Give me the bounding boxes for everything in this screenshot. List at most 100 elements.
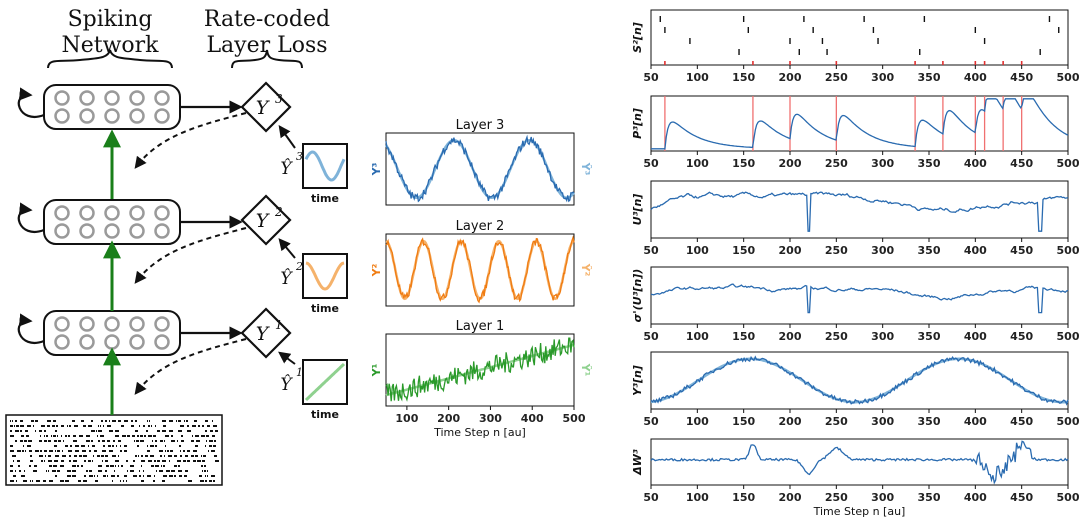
x-tick-label: 350 [918,415,941,428]
input-spike [83,455,87,457]
input-spike [27,425,31,427]
input-spike [67,470,71,472]
neuron-node [104,334,120,350]
input-spike [72,475,76,477]
input-spike [177,440,178,442]
chart-title: Layer 3 [456,118,505,133]
input-spike [47,425,50,427]
x-tick-label: 50 [643,244,659,257]
chart-frame [650,266,1069,325]
input-spike [204,470,206,472]
spiking-network-layers [17,84,247,395]
input-spike [81,445,85,447]
input-spike [102,450,106,452]
input-spike [171,440,175,442]
feedback-arrow [134,227,247,284]
x-tick-label: 350 [918,244,941,257]
input-spike [12,455,16,457]
input-spike [15,440,17,442]
input-spike [186,420,188,422]
input-spike [46,435,48,437]
input-spike [145,455,148,457]
neuron-node [79,108,95,124]
input-spike [110,465,114,467]
input-spike [29,465,31,467]
input-spike [140,435,143,437]
input-spike [131,420,133,422]
input-spike [150,445,154,447]
output-series-line [385,134,575,203]
input-spike [162,420,166,422]
neuron-node [79,205,95,221]
input-spike [16,480,17,482]
input-spike [115,465,116,467]
input-spike [215,430,218,432]
input-spike [178,430,182,432]
input-spike [45,455,46,457]
x-tick-label: 500 [1057,157,1080,170]
input-spike [124,445,127,447]
target-curve [304,362,346,402]
input-spike [151,465,154,467]
input-spike [170,450,173,452]
x-tick-label: 300 [871,71,894,84]
input-spike [109,450,113,452]
input-spike [23,445,24,447]
chart-ylabel: ΔW³ [631,449,644,476]
input-spike [174,455,177,457]
input-spike [97,435,98,437]
input-spike [130,470,134,472]
input-spike [111,475,115,477]
input-spike [14,425,15,427]
x-tick-label: 350 [918,71,941,84]
input-spike [40,435,41,437]
input-spike [166,470,170,472]
input-spike [118,465,119,467]
input-spike [184,475,187,477]
input-spike [185,455,188,457]
input-spike [106,465,109,467]
input-spike [21,475,25,477]
layer-chart-3: Layer 3 Y³ Ŷ³ [370,118,592,206]
input-spike [48,455,51,457]
input-spike [13,460,14,462]
input-spike [205,480,207,482]
input-spike [57,435,58,437]
input-spike [81,420,84,422]
input-spike [133,460,135,462]
x-tick-label: 150 [732,330,755,343]
x-axis-label: Time Step n [au] [433,426,526,439]
x-tick-label: 100 [686,491,709,504]
input-spike [100,435,104,437]
header-left-brace [47,49,173,69]
input-spike [44,450,47,452]
input-spike [72,470,76,472]
input-spike [194,420,197,422]
input-spike [98,465,102,467]
input-spike [46,470,47,472]
input-spike [81,465,83,467]
input-spike [192,435,193,437]
input-spike [153,480,155,482]
input-spike [15,420,17,422]
x-tick-label: 500 [1057,71,1080,84]
input-spike [92,445,95,447]
neuron-node [129,334,145,350]
chart-ylabel: σ'(U³[n]) [631,269,644,323]
input-spike [205,420,208,422]
input-spike [55,450,56,452]
input-spike [10,430,12,432]
input-spike [91,430,95,432]
x-tick-label: 400 [964,415,987,428]
input-spike [138,455,139,457]
x-tick-label: 300 [871,415,894,428]
input-spike [65,445,68,447]
input-spike [41,425,45,427]
input-spike [86,435,90,437]
input-spike [43,480,46,482]
input-spike [98,430,102,432]
input-spike [169,420,173,422]
neuron-node [129,223,145,239]
series-line [650,191,1069,232]
